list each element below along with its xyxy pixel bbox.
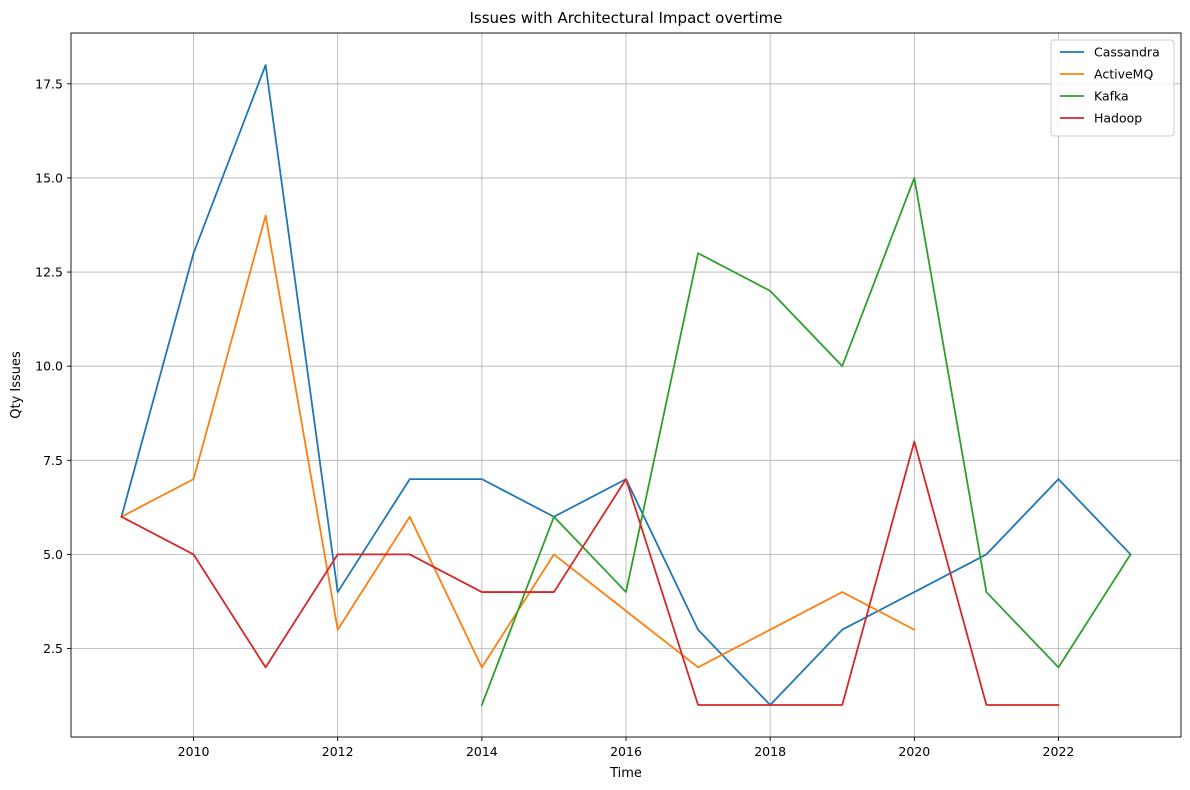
legend-label: ActiveMQ bbox=[1094, 67, 1153, 82]
x-tick-label: 2012 bbox=[322, 744, 354, 759]
series-lines bbox=[120, 64, 1132, 707]
x-tick-label: 2014 bbox=[466, 744, 498, 759]
x-tick-label: 2022 bbox=[1043, 744, 1075, 759]
legend-box bbox=[1050, 39, 1175, 137]
y-tick-label: 7.5 bbox=[43, 453, 63, 468]
legend: Cassandra ActiveMQ Kafka Hadoop bbox=[1050, 39, 1175, 137]
y-tick-label: 10.0 bbox=[35, 359, 63, 374]
legend-label: Kafka bbox=[1094, 89, 1129, 104]
series-line-kafka bbox=[480, 177, 1132, 707]
y-axis-ticks: 2.5 5.0 7.5 10.0 12.5 15.0 17.5 bbox=[35, 76, 71, 656]
chart-title: Issues with Architectural Impact overtim… bbox=[469, 9, 782, 27]
x-axis-label: Time bbox=[609, 766, 642, 781]
x-tick-label: 2010 bbox=[178, 744, 210, 759]
y-tick-label: 12.5 bbox=[35, 265, 63, 280]
y-tick-label: 2.5 bbox=[43, 641, 63, 656]
y-tick-label: 17.5 bbox=[35, 76, 63, 91]
legend-label: Hadoop bbox=[1094, 111, 1142, 126]
series-line-activemq bbox=[120, 214, 916, 669]
x-tick-label: 2018 bbox=[754, 744, 786, 759]
x-tick-label: 2020 bbox=[898, 744, 930, 759]
x-tick-label: 2016 bbox=[610, 744, 642, 759]
y-tick-label: 15.0 bbox=[35, 170, 63, 185]
series-line-hadoop bbox=[120, 440, 1060, 706]
legend-label: Cassandra bbox=[1094, 45, 1160, 60]
grid bbox=[71, 33, 1181, 737]
y-axis-label: Qty Issues bbox=[9, 351, 24, 419]
y-tick-label: 5.0 bbox=[43, 547, 63, 562]
x-axis-ticks: 2010 2012 2014 2016 2018 2020 2022 bbox=[178, 737, 1075, 759]
